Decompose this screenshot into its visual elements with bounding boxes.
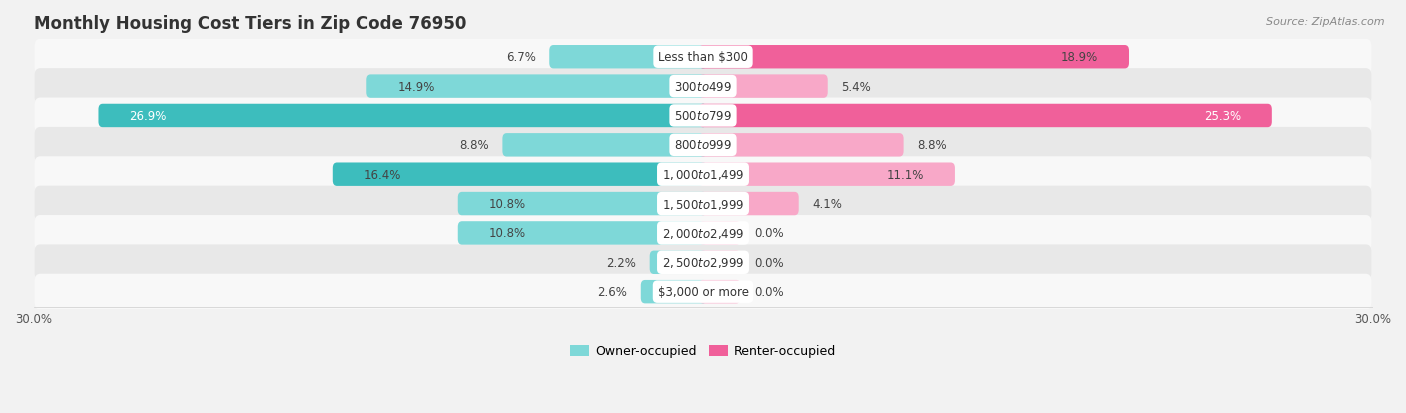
Text: 26.9%: 26.9%: [129, 110, 167, 123]
Text: 5.4%: 5.4%: [841, 81, 872, 93]
FancyBboxPatch shape: [333, 163, 707, 186]
FancyBboxPatch shape: [35, 69, 1371, 105]
FancyBboxPatch shape: [367, 75, 707, 99]
Text: $500 to $799: $500 to $799: [673, 110, 733, 123]
Text: $800 to $999: $800 to $999: [673, 139, 733, 152]
Text: 4.1%: 4.1%: [813, 197, 842, 211]
Text: 18.9%: 18.9%: [1060, 51, 1098, 64]
Text: 0.0%: 0.0%: [755, 227, 785, 240]
Text: Source: ZipAtlas.com: Source: ZipAtlas.com: [1267, 17, 1385, 26]
FancyBboxPatch shape: [35, 274, 1371, 310]
Text: 2.2%: 2.2%: [606, 256, 636, 269]
FancyBboxPatch shape: [35, 186, 1371, 222]
FancyBboxPatch shape: [699, 134, 904, 157]
Text: 16.4%: 16.4%: [364, 168, 401, 181]
Text: $2,000 to $2,499: $2,000 to $2,499: [662, 226, 744, 240]
FancyBboxPatch shape: [35, 245, 1371, 280]
Text: 0.0%: 0.0%: [755, 256, 785, 269]
Text: Less than $300: Less than $300: [658, 51, 748, 64]
Text: 6.7%: 6.7%: [506, 51, 536, 64]
Text: 8.8%: 8.8%: [917, 139, 946, 152]
Text: $3,000 or more: $3,000 or more: [658, 285, 748, 299]
FancyBboxPatch shape: [699, 104, 1272, 128]
FancyBboxPatch shape: [699, 163, 955, 186]
FancyBboxPatch shape: [98, 104, 707, 128]
Legend: Owner-occupied, Renter-occupied: Owner-occupied, Renter-occupied: [565, 339, 841, 363]
FancyBboxPatch shape: [650, 251, 707, 274]
FancyBboxPatch shape: [35, 157, 1371, 192]
FancyBboxPatch shape: [550, 46, 707, 69]
FancyBboxPatch shape: [699, 75, 828, 99]
FancyBboxPatch shape: [699, 280, 741, 304]
Text: $2,500 to $2,999: $2,500 to $2,999: [662, 256, 744, 270]
Text: 10.8%: 10.8%: [489, 227, 526, 240]
FancyBboxPatch shape: [35, 216, 1371, 251]
Text: Monthly Housing Cost Tiers in Zip Code 76950: Monthly Housing Cost Tiers in Zip Code 7…: [34, 15, 465, 33]
Text: 8.8%: 8.8%: [460, 139, 489, 152]
Text: 11.1%: 11.1%: [887, 168, 924, 181]
Text: 25.3%: 25.3%: [1204, 110, 1241, 123]
FancyBboxPatch shape: [699, 222, 741, 245]
FancyBboxPatch shape: [502, 134, 707, 157]
Text: $300 to $499: $300 to $499: [673, 81, 733, 93]
FancyBboxPatch shape: [458, 192, 707, 216]
FancyBboxPatch shape: [699, 192, 799, 216]
Text: $1,000 to $1,499: $1,000 to $1,499: [662, 168, 744, 182]
FancyBboxPatch shape: [641, 280, 707, 304]
Text: 10.8%: 10.8%: [489, 197, 526, 211]
FancyBboxPatch shape: [699, 251, 741, 274]
FancyBboxPatch shape: [699, 46, 1129, 69]
Text: 2.6%: 2.6%: [598, 285, 627, 299]
FancyBboxPatch shape: [35, 40, 1371, 76]
FancyBboxPatch shape: [458, 222, 707, 245]
FancyBboxPatch shape: [35, 98, 1371, 134]
Text: 0.0%: 0.0%: [755, 285, 785, 299]
Text: 14.9%: 14.9%: [398, 81, 434, 93]
Text: $1,500 to $1,999: $1,500 to $1,999: [662, 197, 744, 211]
FancyBboxPatch shape: [35, 128, 1371, 164]
